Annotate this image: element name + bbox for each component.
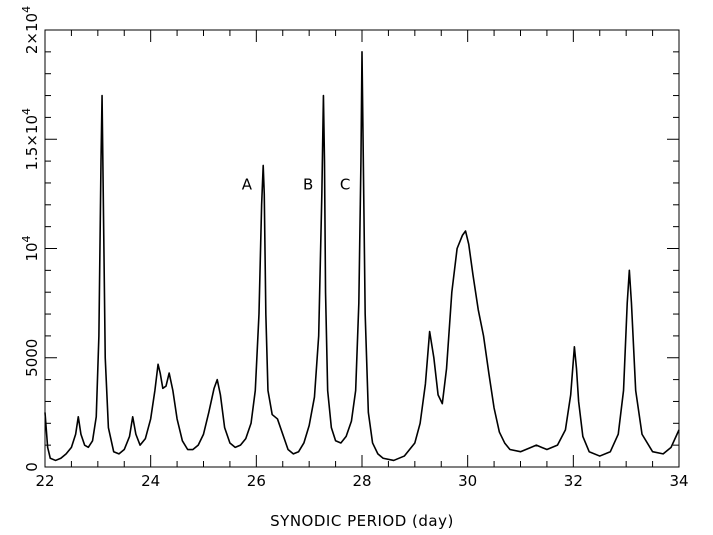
x-axis-title: SYNODIC PERIOD (day) bbox=[270, 512, 454, 530]
annotation-label: A bbox=[242, 176, 253, 194]
series-layer bbox=[44, 51, 680, 462]
annotation-label: C bbox=[340, 176, 350, 194]
x-tick-label: 28 bbox=[352, 472, 371, 490]
y-tick-label: 5000 bbox=[23, 339, 41, 377]
y-tick-label: 2×104 bbox=[20, 6, 41, 54]
y-tick-label: 0 bbox=[23, 462, 41, 472]
x-tick-label: 32 bbox=[564, 472, 583, 490]
annotation-label: B bbox=[303, 176, 313, 194]
series-line-0 bbox=[44, 51, 680, 462]
x-tick-label: 30 bbox=[458, 472, 477, 490]
x-tick-label: 22 bbox=[35, 472, 54, 490]
x-tick-label: 26 bbox=[247, 472, 266, 490]
annotations: A B C bbox=[242, 176, 351, 194]
y-axis-ticks: 0 5000 104 1.5×104 2×104 bbox=[20, 6, 679, 472]
y-tick-label: 1.5×104 bbox=[20, 108, 41, 171]
x-tick-label: 34 bbox=[669, 472, 688, 490]
y-tick-label: 104 bbox=[20, 235, 41, 261]
x-tick-label: 24 bbox=[141, 472, 160, 490]
x-axis-ticks: 22 24 26 28 30 32 34 bbox=[35, 30, 689, 490]
